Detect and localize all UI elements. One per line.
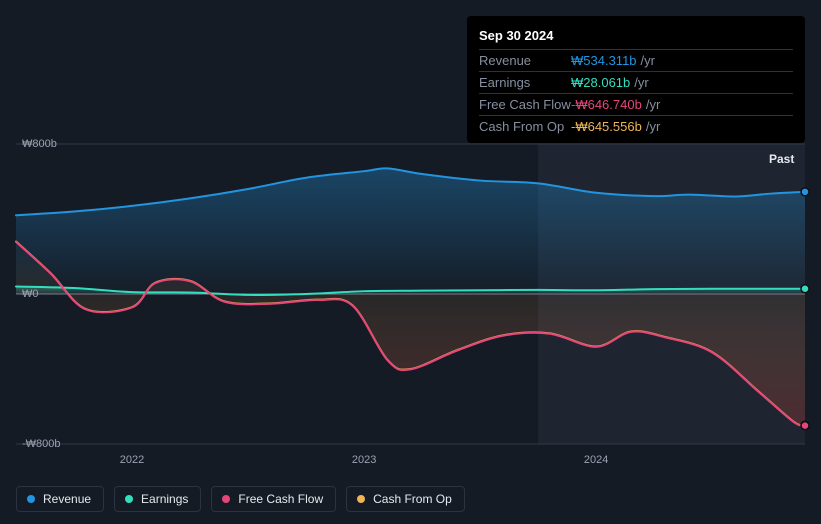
y-axis-tick: ₩0	[22, 288, 39, 300]
tooltip-row-revenue: Revenue ₩534.311b /yr	[479, 50, 793, 72]
tooltip-unit: /yr	[641, 53, 655, 68]
tooltip-value: -₩646.740b	[571, 97, 642, 112]
legend-item-revenue[interactable]: Revenue	[16, 486, 104, 512]
tooltip-label: Revenue	[479, 53, 571, 68]
swatch-icon	[357, 495, 365, 503]
tooltip-label: Earnings	[479, 75, 571, 90]
swatch-icon	[27, 495, 35, 503]
tooltip-date: Sep 30 2024	[479, 24, 793, 50]
swatch-icon	[125, 495, 133, 503]
legend-label: Revenue	[43, 492, 91, 506]
chart-area[interactable]: ₩800b ₩0 -₩800b 2022 2023 2024 Past	[0, 120, 821, 524]
tooltip-row-earnings: Earnings ₩28.061b /yr	[479, 72, 793, 94]
x-axis-tick: 2024	[584, 454, 608, 466]
legend-item-cfo[interactable]: Cash From Op	[346, 486, 465, 512]
tooltip-row-fcf: Free Cash Flow -₩646.740b /yr	[479, 94, 793, 116]
legend-item-earnings[interactable]: Earnings	[114, 486, 201, 512]
tooltip-label: Free Cash Flow	[479, 97, 571, 112]
tooltip-unit: /yr	[634, 75, 648, 90]
chart-svg	[0, 120, 821, 470]
x-axis-tick: 2022	[120, 454, 144, 466]
legend-label: Earnings	[141, 492, 188, 506]
tooltip-unit: /yr	[646, 97, 660, 112]
x-axis-tick: 2023	[352, 454, 376, 466]
legend-label: Free Cash Flow	[238, 492, 323, 506]
y-axis-tick: ₩800b	[22, 138, 57, 150]
tooltip-value: ₩534.311b	[571, 53, 637, 68]
y-axis-tick: -₩800b	[22, 438, 61, 450]
legend: Revenue Earnings Free Cash Flow Cash Fro…	[16, 486, 465, 512]
legend-item-fcf[interactable]: Free Cash Flow	[211, 486, 336, 512]
legend-label: Cash From Op	[373, 492, 452, 506]
past-label: Past	[769, 152, 794, 166]
tooltip-value: ₩28.061b	[571, 75, 630, 90]
swatch-icon	[222, 495, 230, 503]
